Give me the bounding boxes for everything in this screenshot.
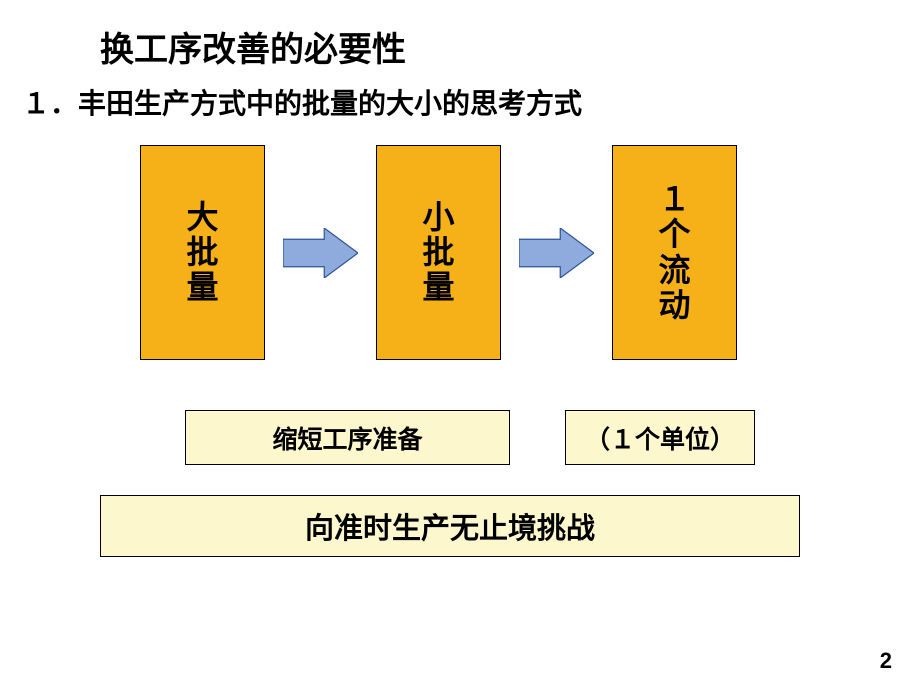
flow-box-char: 量	[186, 270, 218, 305]
flow-box-2: １个流动	[612, 145, 737, 360]
flow-box-char: 大	[186, 200, 218, 235]
flow-row: 大批量 小批量 １个流动	[140, 145, 737, 360]
slide-title: 换工序改善的必要性	[100, 22, 406, 71]
flow-box-char: 个	[658, 217, 690, 252]
page-number: 2	[880, 648, 892, 674]
label-box-1-text: （１个单位）	[585, 420, 735, 456]
flow-box-char: １	[658, 182, 690, 217]
label-box-bottom-text: 向准时生产无止境挑战	[305, 505, 595, 547]
label-box-0: 缩短工序准备	[185, 410, 510, 465]
flow-box-char: 批	[422, 235, 454, 270]
flow-box-1: 小批量	[376, 145, 501, 360]
label-box-1: （１个单位）	[565, 410, 755, 465]
section-heading: １．丰田生产方式中的批量的大小的思考方式	[22, 82, 582, 122]
flow-box-char: 量	[422, 270, 454, 305]
label-box-0-text: 缩短工序准备	[272, 420, 422, 456]
flow-box-0: 大批量	[140, 145, 265, 360]
flow-box-char: 动	[658, 288, 690, 323]
arrow-right-icon	[501, 145, 612, 360]
flow-box-char: 小	[422, 200, 454, 235]
flow-box-char: 流	[658, 253, 690, 288]
arrow-right-icon	[265, 145, 376, 360]
flow-box-char: 批	[186, 235, 218, 270]
label-box-bottom: 向准时生产无止境挑战	[100, 495, 800, 557]
